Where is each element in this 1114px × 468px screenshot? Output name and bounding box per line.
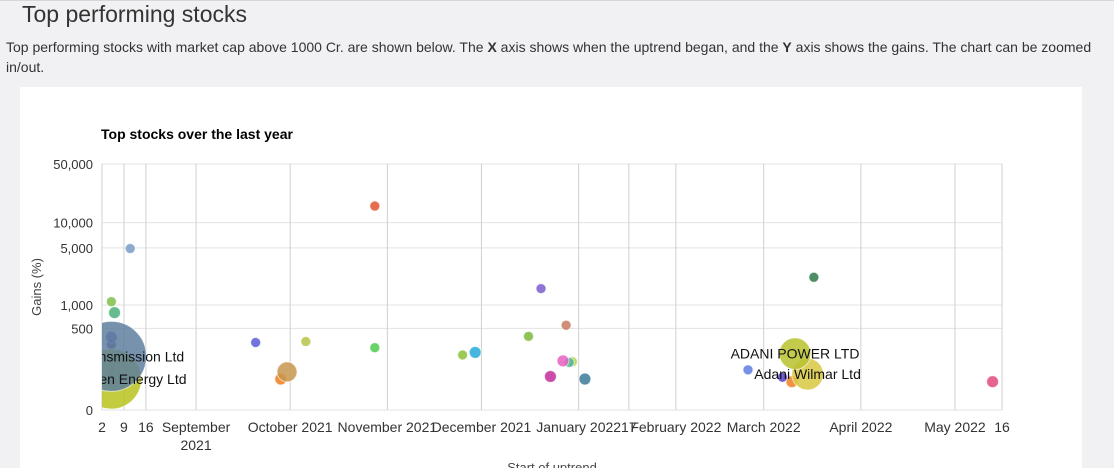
bubble[interactable] bbox=[778, 337, 812, 370]
x-tick-label: September 2021 bbox=[161, 419, 231, 453]
bubble[interactable] bbox=[742, 364, 754, 376]
bubble[interactable] bbox=[986, 375, 1000, 389]
bubble[interactable] bbox=[250, 336, 262, 348]
data-label: ADANI POWER LTD bbox=[731, 346, 860, 362]
chart-title: Top stocks over the last year bbox=[101, 126, 293, 142]
bubble[interactable] bbox=[556, 354, 570, 368]
bubble[interactable] bbox=[578, 372, 592, 386]
bubble[interactable] bbox=[369, 200, 381, 212]
plot-area[interactable]: Adani Transmission Ltd Adani Green Energy… bbox=[36, 200, 1000, 410]
bubble[interactable] bbox=[560, 319, 572, 331]
description: Top performing stocks with market cap ab… bbox=[6, 37, 1106, 77]
x-tick-label: 16 bbox=[138, 419, 154, 435]
bubble[interactable] bbox=[544, 370, 557, 383]
y-tick-label: 50,000 bbox=[53, 157, 93, 172]
bubble[interactable] bbox=[468, 345, 482, 359]
description-bold: X bbox=[487, 39, 497, 55]
x-tick-label: 17 bbox=[621, 419, 637, 435]
bubble[interactable] bbox=[276, 361, 298, 383]
description-text: axis shows when the uptrend began, and t… bbox=[496, 39, 783, 55]
bubble[interactable] bbox=[124, 243, 136, 255]
data-label: Adani Wilmar Ltd bbox=[754, 366, 861, 382]
x-tick-label: 2 bbox=[98, 419, 106, 435]
x-tick-label: April 2022 bbox=[829, 419, 893, 435]
data-label: Adani Transmission Ltd bbox=[39, 348, 185, 364]
x-tick-label: January 2022 bbox=[536, 419, 622, 435]
description-text: Top performing stocks with market cap ab… bbox=[6, 39, 488, 55]
bubble[interactable] bbox=[108, 306, 121, 320]
x-tick-label: February 2022 bbox=[630, 419, 722, 435]
x-tick-label: May 2022 bbox=[924, 419, 986, 435]
bubble[interactable] bbox=[369, 342, 381, 354]
page-heading: Top performing stocks bbox=[22, 1, 247, 27]
y-tick-label: 500 bbox=[71, 321, 93, 336]
bubble[interactable] bbox=[522, 330, 534, 342]
y-tick-label: 0 bbox=[86, 403, 93, 418]
bubble[interactable] bbox=[457, 349, 469, 361]
y-tick-label: 5,000 bbox=[60, 241, 93, 256]
bubble[interactable] bbox=[535, 283, 547, 295]
bubble[interactable] bbox=[300, 336, 312, 348]
x-axis-label: Start of uptrend bbox=[507, 460, 597, 468]
top-border bbox=[0, 0, 1114, 1]
data-label: Adani Green Energy Ltd bbox=[36, 371, 186, 387]
x-tick-label: 16 bbox=[994, 419, 1010, 435]
description-bold: Y bbox=[782, 39, 792, 55]
chart-panel bbox=[20, 87, 1082, 468]
x-tick-label: October 2021 bbox=[247, 419, 333, 435]
description-text: axis shows the gains. The chart can be z… bbox=[6, 39, 1092, 75]
bubble[interactable] bbox=[776, 371, 788, 383]
y-axis-label: Gains (%) bbox=[29, 258, 44, 316]
bubble[interactable] bbox=[76, 320, 147, 392]
bubble[interactable] bbox=[105, 296, 117, 308]
bubble[interactable] bbox=[808, 271, 820, 283]
y-tick-label: 10,000 bbox=[53, 216, 93, 231]
y-tick-label: 1,000 bbox=[60, 298, 93, 313]
x-tick-label: December 2021 bbox=[431, 419, 532, 435]
x-tick-label: March 2022 bbox=[726, 419, 801, 435]
x-tick-label: 9 bbox=[120, 419, 128, 435]
x-tick-label: November 2021 bbox=[337, 419, 438, 435]
